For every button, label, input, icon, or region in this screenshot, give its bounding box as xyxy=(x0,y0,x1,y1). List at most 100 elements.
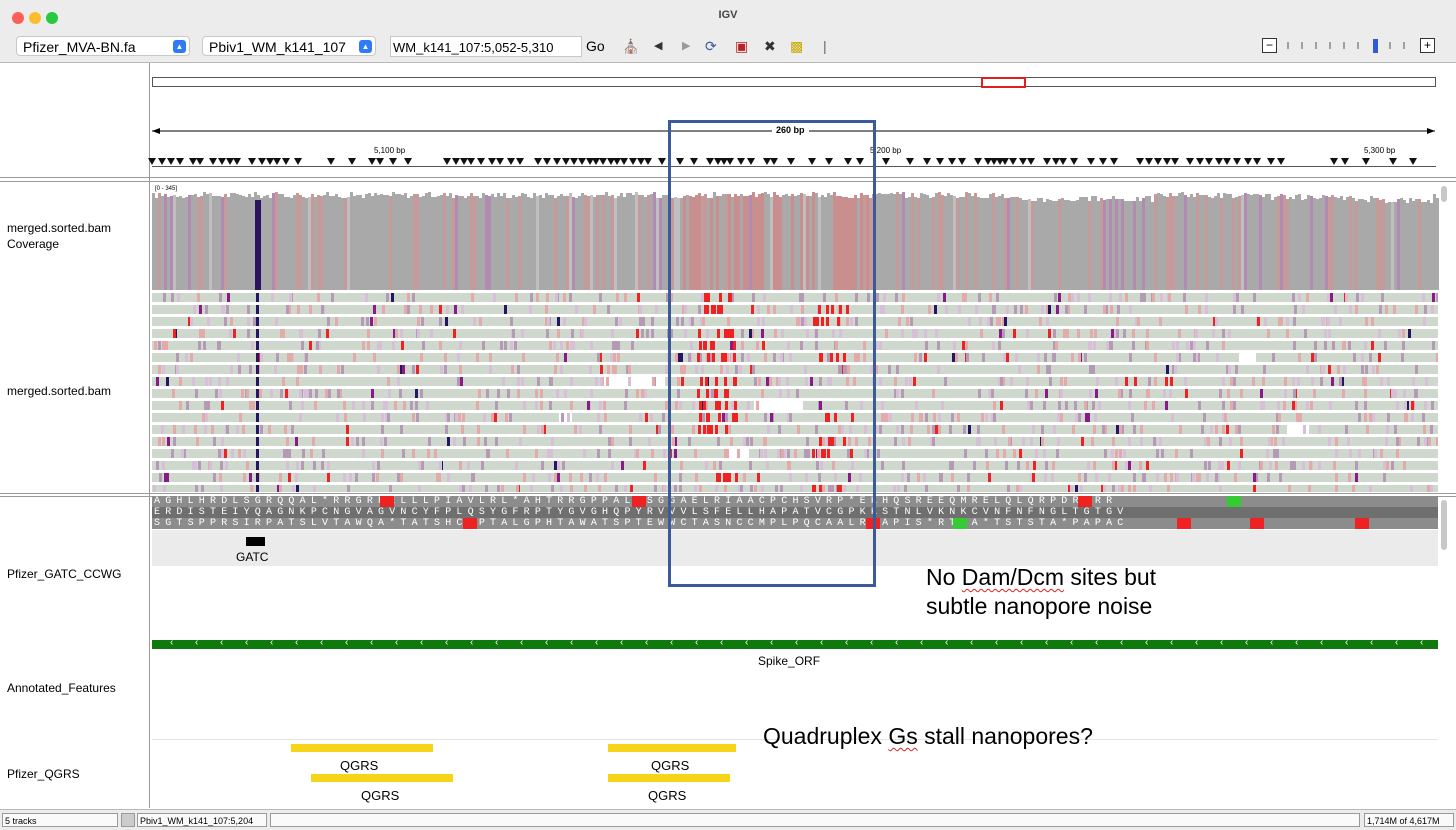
mismatch-mark xyxy=(810,377,813,386)
mismatch-mark xyxy=(1262,401,1265,410)
mismatch-mark xyxy=(839,305,842,314)
read-row[interactable] xyxy=(152,425,1438,434)
mismatch-mark xyxy=(161,425,164,434)
mismatch-mark xyxy=(715,401,718,410)
codon-marker xyxy=(380,496,394,507)
mismatch-mark xyxy=(833,437,836,446)
popup-info-icon[interactable]: ▩ xyxy=(790,38,804,54)
read-row[interactable] xyxy=(152,305,1438,314)
mismatch-mark xyxy=(604,473,607,482)
read-row[interactable] xyxy=(152,473,1438,482)
feature-scrollbar[interactable] xyxy=(1441,500,1447,550)
minimize-window-button[interactable] xyxy=(29,12,41,24)
coverage-bar xyxy=(638,194,641,290)
read-row[interactable] xyxy=(152,485,1438,492)
qgrs-feature[interactable] xyxy=(608,744,736,752)
read-row[interactable] xyxy=(152,353,1438,362)
mismatch-mark xyxy=(1411,413,1414,422)
mismatch-mark xyxy=(505,413,508,422)
gatc-track-name[interactable]: Pfizer_GATC_CCWG xyxy=(7,567,122,581)
mismatch-mark xyxy=(644,389,647,398)
read-row[interactable] xyxy=(152,377,1438,386)
read-row[interactable] xyxy=(152,449,1438,458)
mismatch-mark xyxy=(1046,365,1049,374)
resize-icon[interactable]: ✖ xyxy=(764,38,776,54)
read-row[interactable] xyxy=(152,341,1438,350)
mismatch-mark xyxy=(1327,317,1330,326)
mismatch-mark xyxy=(882,413,885,422)
site-marker-icon xyxy=(787,158,795,165)
read-row[interactable] xyxy=(152,437,1438,446)
coverage-bar xyxy=(1394,201,1397,290)
mismatch-mark xyxy=(1279,473,1282,482)
read-row[interactable] xyxy=(152,461,1438,470)
mismatch-mark xyxy=(247,329,250,338)
coverage-bar xyxy=(491,193,494,290)
zoom-in-button[interactable]: + xyxy=(1420,38,1435,53)
coverage-track[interactable] xyxy=(152,186,1439,290)
chevron-left-icon: ‹ xyxy=(1195,640,1199,648)
mismatch-mark xyxy=(894,389,897,398)
mismatch-mark xyxy=(1060,413,1063,422)
mismatch-mark xyxy=(374,317,377,326)
forward-arrow-icon[interactable]: ▶ xyxy=(682,40,691,52)
mismatch-mark xyxy=(236,425,239,434)
coverage-bar xyxy=(1256,194,1259,290)
read-row[interactable] xyxy=(152,317,1438,326)
read-row[interactable] xyxy=(152,401,1438,410)
site-marker-icon xyxy=(856,158,864,165)
genome-selector[interactable]: Pfizer_MVA-BN.fa ▲ xyxy=(16,36,190,56)
mismatch-mark xyxy=(719,293,722,302)
chevron-left-icon: ‹ xyxy=(195,640,199,648)
close-window-button[interactable] xyxy=(12,12,24,24)
mismatch-mark xyxy=(530,293,533,302)
mismatch-mark xyxy=(1203,413,1206,422)
back-arrow-icon[interactable]: ◀ xyxy=(654,40,663,52)
read-row[interactable] xyxy=(152,413,1438,422)
qgrs-feature[interactable] xyxy=(608,774,730,782)
read-row[interactable] xyxy=(152,365,1438,374)
read-row[interactable] xyxy=(152,293,1438,302)
site-marker-icon xyxy=(1087,158,1095,165)
mismatch-mark xyxy=(495,437,498,446)
mismatch-mark xyxy=(1358,413,1361,422)
mismatch-mark xyxy=(776,377,779,386)
gatc-feature[interactable] xyxy=(246,537,265,546)
alignment-track[interactable] xyxy=(152,292,1438,492)
chromosome-selector[interactable]: Pbiv1_WM_k141_107 ▲ xyxy=(202,36,376,56)
spike-orf-feature[interactable]: ‹ ‹ ‹ ‹ ‹ ‹ ‹ ‹ ‹ ‹ ‹ ‹ ‹ ‹ ‹ ‹ ‹ ‹ ‹ ‹ ‹ ‹ ‹ ‹ ‹ ‹ ‹ ‹ ‹ ‹ ‹ ‹ ‹ ‹ ‹ ‹ ‹ ‹ ‹ ‹… xyxy=(152,640,1438,649)
mismatch-mark xyxy=(1094,329,1097,338)
mismatch-mark xyxy=(1292,401,1295,410)
features-track-name[interactable]: Annotated_Features xyxy=(7,681,116,695)
mismatch-mark xyxy=(1425,377,1428,386)
chromosome-ideogram[interactable] xyxy=(152,77,1436,87)
refresh-icon[interactable]: ⟳ xyxy=(705,38,717,54)
qgrs-feature[interactable] xyxy=(311,774,453,782)
read-row[interactable] xyxy=(152,389,1438,398)
mismatch-mark xyxy=(1198,305,1201,314)
region-of-interest-icon[interactable]: ▣ xyxy=(735,38,749,54)
mismatch-mark xyxy=(1229,437,1232,446)
mismatch-mark xyxy=(372,461,375,470)
zoom-slider[interactable] xyxy=(1282,38,1412,53)
read-row[interactable] xyxy=(152,329,1438,338)
coverage-scrollbar[interactable] xyxy=(1441,186,1447,202)
mismatch-mark xyxy=(819,401,822,410)
zoom-window-button[interactable] xyxy=(46,12,58,24)
mismatch-mark xyxy=(962,341,965,350)
qgrs-track-name[interactable]: Pfizer_QGRS xyxy=(7,767,80,781)
coverage-track-name[interactable]: merged.sorted.bam Coverage xyxy=(7,221,112,251)
mismatch-mark xyxy=(1224,413,1227,422)
zoom-out-button[interactable]: − xyxy=(1262,38,1277,53)
go-button[interactable]: Go xyxy=(586,38,605,54)
mismatch-mark xyxy=(1193,353,1196,362)
mismatch-mark xyxy=(394,401,397,410)
home-icon[interactable]: ⛪ xyxy=(622,38,640,54)
qgrs-feature[interactable] xyxy=(291,744,433,752)
locus-input[interactable]: WM_k141_107:5,052-5,310 xyxy=(390,36,582,57)
coverage-bar xyxy=(1217,193,1220,290)
site-marker-icon xyxy=(273,158,281,165)
alignment-track-name[interactable]: merged.sorted.bam xyxy=(7,384,112,398)
mismatch-mark xyxy=(837,317,840,326)
mismatch-mark xyxy=(641,329,644,338)
